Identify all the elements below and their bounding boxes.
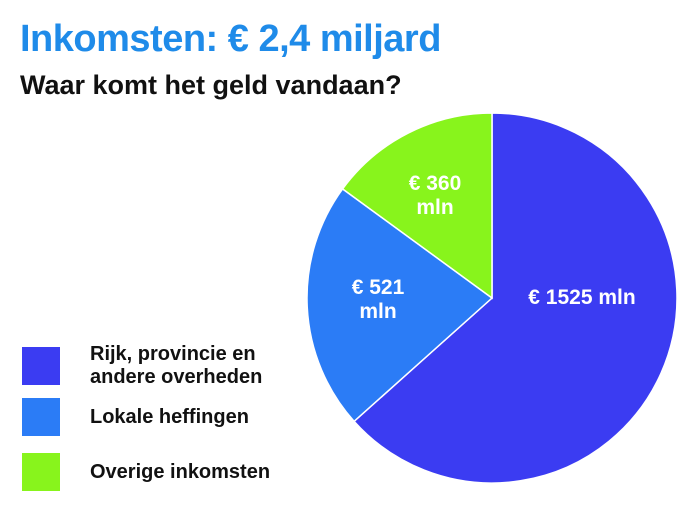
value-label: € 360 mln — [408, 172, 462, 219]
pie-slice — [306, 187, 494, 423]
legend-swatch — [22, 347, 60, 385]
legend-label: Lokale heffingen — [90, 405, 249, 428]
pie-slice — [341, 112, 493, 300]
value-label: € 521 mln — [351, 276, 405, 323]
value-label: € 1525 mln — [528, 286, 636, 309]
legend-label: Rijk, provincie en andere overheden — [90, 343, 263, 388]
legend-label: Overige inkomsten — [90, 460, 271, 483]
legend-item: Rijk, provincie en andere overheden — [22, 343, 310, 389]
legend-item: Lokale heffingen — [22, 398, 310, 436]
chart-title: Inkomsten: € 2,4 miljard — [20, 18, 441, 60]
legend-swatch — [22, 453, 60, 491]
chart-subtitle: Waar komt het geld vandaan? — [20, 70, 402, 100]
legend-swatch — [22, 398, 60, 436]
legend-item: Overige inkomsten — [22, 453, 310, 491]
pie-slice — [353, 112, 678, 484]
